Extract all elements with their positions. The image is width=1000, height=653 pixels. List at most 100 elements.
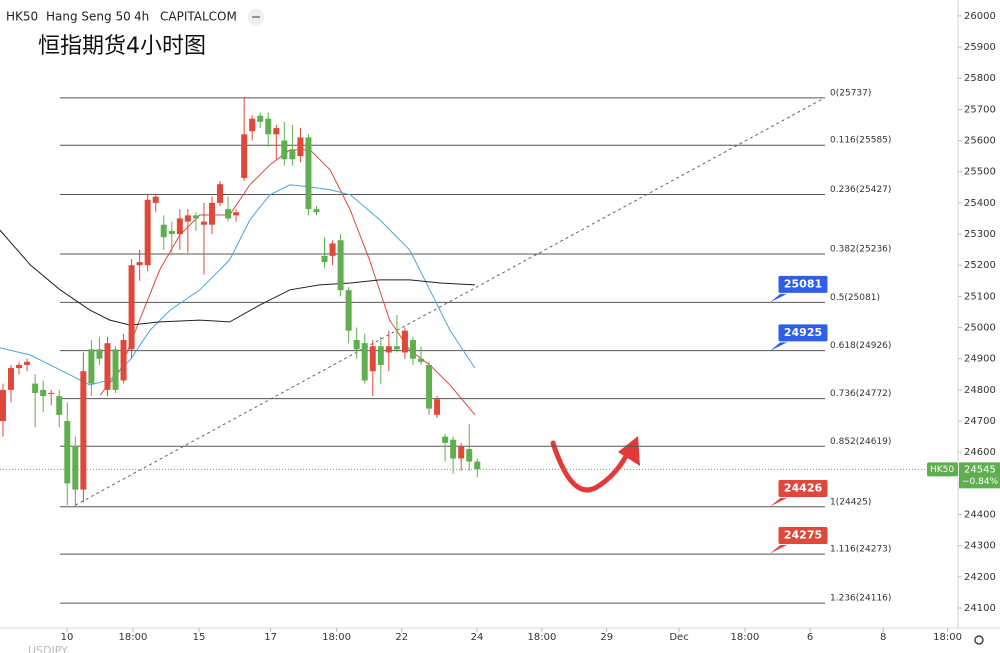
fib-level-label: 1.236(24116) [830, 594, 891, 604]
forecast-arrowhead [618, 436, 640, 466]
y-tick-label: 25400 [964, 198, 996, 209]
price-tag-symbol-box [927, 462, 958, 477]
y-tick-label: 25000 [964, 323, 996, 334]
candle-body [273, 128, 280, 135]
fib-level-label: 0.5(25081) [830, 293, 880, 303]
y-tick-label: 25800 [964, 73, 996, 84]
price-tag-change: −0.84% [962, 477, 999, 487]
candle-body [160, 224, 167, 238]
source: CAPITALCOM [160, 10, 237, 24]
y-tick-label: 25500 [964, 167, 996, 178]
candle-body [305, 137, 312, 210]
footer-symbol: USDJPY [28, 644, 68, 653]
x-tick-label: 18:00 [731, 632, 760, 643]
candle-body [249, 118, 256, 132]
y-tick-label: 24900 [964, 354, 996, 365]
y-tick-label: 24600 [964, 447, 996, 458]
y-tick-label: 24700 [964, 416, 996, 427]
price-box [777, 478, 829, 498]
candle-body [144, 199, 151, 266]
candle-body [442, 436, 449, 443]
candle-body [361, 343, 368, 381]
interval: 4h [134, 10, 149, 24]
candle-body [104, 343, 111, 390]
settings-gear[interactable] [974, 635, 984, 645]
x-tick-label: 18:00 [527, 632, 556, 643]
y-tick-label: 25600 [964, 136, 996, 147]
price-box-label: 24925 [784, 326, 822, 339]
y-tick-label: 24800 [964, 385, 996, 396]
settings-icon[interactable] [974, 635, 984, 645]
candle-body [474, 461, 481, 470]
fib-level-label: 0.618(24926) [830, 341, 891, 351]
candle-body [345, 290, 352, 331]
candle-body [40, 389, 47, 397]
x-tick-label: Dec [669, 632, 688, 643]
candle-body [96, 349, 103, 359]
price-box-pointer [770, 496, 790, 507]
candle-body [168, 230, 175, 235]
y-tick-label: 26000 [964, 11, 996, 22]
candle-body [409, 340, 416, 359]
price-box-label: 25081 [784, 277, 822, 290]
candle-body [56, 396, 63, 415]
y-tick-label: 25700 [964, 104, 996, 115]
candle-body [136, 262, 143, 266]
fib-level-label: 0.852(24619) [830, 437, 891, 447]
candle-body [176, 218, 183, 235]
candle-body [393, 346, 400, 350]
price-tag-symbol: HK50 [930, 465, 954, 475]
fib-level-label: 0.736(24772) [830, 389, 891, 399]
price-box-label: 24426 [784, 481, 823, 494]
candle-body [88, 349, 95, 384]
y-tick-label: 25900 [964, 42, 996, 53]
candle-body [434, 399, 441, 415]
candle-body [458, 445, 465, 459]
candle-body [72, 445, 79, 490]
price-box-label: 24275 [784, 529, 822, 542]
x-tick-label: 22 [395, 632, 408, 643]
x-tick-label: 17 [264, 632, 277, 643]
candle-body [128, 265, 135, 350]
candle-body [80, 371, 87, 490]
candle-body [225, 209, 232, 219]
candle-body [321, 255, 328, 263]
candle-body [369, 346, 376, 372]
candle-body [32, 383, 39, 394]
y-tick-label: 25100 [964, 291, 996, 302]
candle-body [297, 137, 304, 157]
moving-average [0, 184, 476, 386]
candle-body [353, 340, 360, 350]
symbol: HK50 [6, 10, 38, 24]
price-box [777, 323, 829, 343]
candle-body [281, 140, 288, 160]
candle-body [152, 196, 159, 203]
candle-body [200, 221, 207, 225]
x-tick-label: 24 [471, 632, 484, 643]
candle-body [257, 115, 264, 122]
y-tick-label: 24400 [964, 510, 996, 521]
x-tick-label: 18:00 [322, 632, 351, 643]
y-tick-label: 24200 [964, 572, 996, 583]
candle-body [313, 209, 320, 213]
candle-body [450, 439, 457, 459]
x-tick-label: 10 [61, 632, 74, 643]
candle-body [426, 364, 433, 409]
candle-body [208, 202, 215, 225]
forecast-arrow [550, 440, 633, 493]
candle-body [16, 364, 23, 369]
candle-body [112, 349, 119, 390]
candle-body [337, 240, 344, 291]
x-tick-label: 29 [600, 632, 613, 643]
y-tick-label: 24300 [964, 541, 996, 552]
fib-level-label: 0(25737) [830, 88, 871, 98]
candle-body [401, 330, 408, 353]
fib-level-label: 1(24425) [830, 497, 871, 507]
fib-level-label: 0.382(25236) [830, 245, 891, 255]
candle-body [120, 340, 127, 381]
moving-average [99, 149, 476, 416]
candle-body [466, 449, 473, 462]
instrument-name: Hang Seng 50 [46, 10, 131, 24]
trendline [75, 97, 825, 506]
